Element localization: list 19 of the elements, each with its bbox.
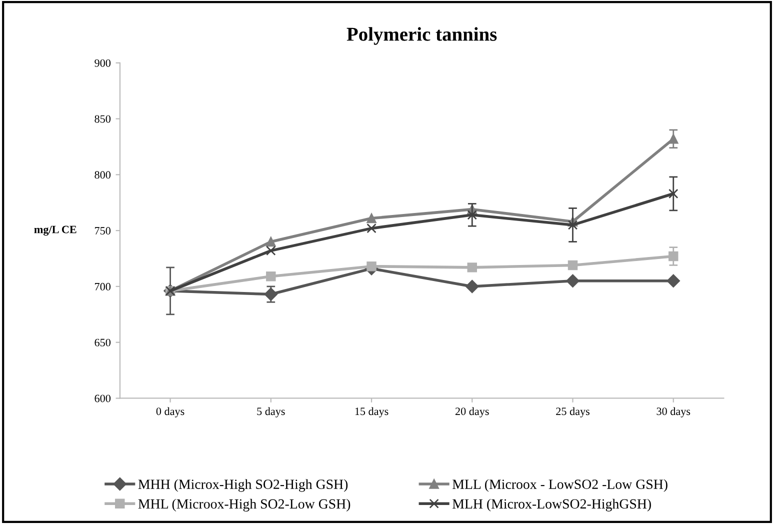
y-tick-label: 700 [95,282,111,290]
y-tick-label: 750 [95,227,111,235]
chart-title: Polymeric tannins [346,27,497,45]
y-tick-label: 800 [94,171,111,179]
x-tick-label: 20 days [456,407,489,418]
y-tick-label: 900 [94,59,111,67]
y-axis-title: mg/L CE [34,226,76,236]
x-tick-label: 15 days [355,407,388,418]
legend-label: MLH (Microx-LowSO2-HighGSH) [452,498,651,512]
y-tick-label: 850 [94,115,111,123]
legend-label: MHH (Microx-High SO2-High GSH) [138,479,348,492]
x-tick-label: 25 days [556,407,590,418]
x-tick-label: 0 days [156,407,184,418]
legend-label: MHL (Microox-High SO2-Low GSH) [138,498,350,512]
y-tick-label: 650 [94,338,111,346]
y-tick-label: 600 [94,394,111,402]
legend-label: MLL (Microox - LowSO2 -Low GSH) [452,479,668,492]
x-tick-label: 30 days [656,407,690,418]
x-tick-label: 5 days [257,407,285,418]
